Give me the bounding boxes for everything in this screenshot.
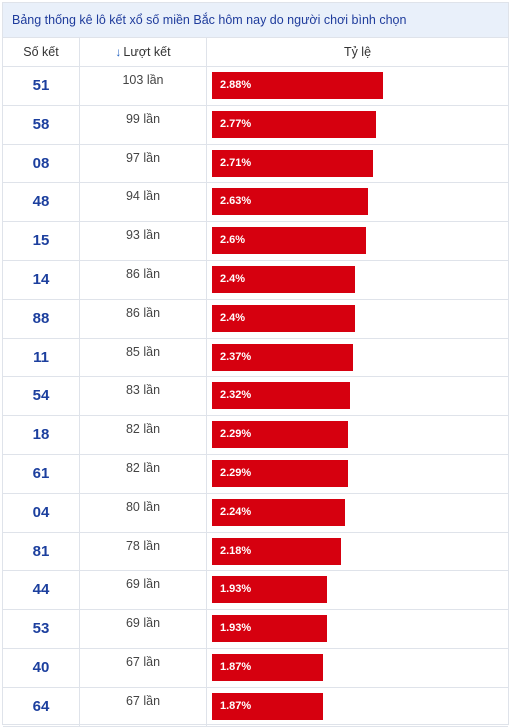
- lottery-number: 81: [32, 542, 50, 560]
- vote-count: 69 lần: [79, 571, 206, 610]
- table-row: 81 78 lần 2.18%: [3, 532, 508, 572]
- table-row: 15 93 lần 2.6%: [3, 222, 508, 261]
- vote-count: 97 lần: [79, 144, 206, 183]
- rate-cell: 2.88%: [206, 67, 508, 105]
- rate-bar: 2.77%: [212, 110, 377, 138]
- lottery-number: 11: [33, 348, 49, 366]
- rate-bar: 2.37%: [212, 343, 353, 371]
- rate-cell: 2.71%: [206, 144, 508, 183]
- vote-count: 67 lần: [79, 687, 206, 726]
- rate-cell: 2.63%: [206, 183, 508, 222]
- table-row: 04 80 lần 2.24%: [3, 493, 508, 533]
- lottery-number: 14: [32, 271, 50, 288]
- table-row: 88 86 lần 2.4%: [3, 299, 508, 339]
- lottery-number: 40: [32, 659, 50, 676]
- vote-count: 93 lần: [79, 222, 206, 261]
- rate-bar: 2.18%: [212, 537, 342, 565]
- rate-cell: 1.87%: [206, 687, 508, 726]
- vote-count: 83 lần: [79, 377, 206, 416]
- table-row: 53 69 lần 1.93%: [3, 610, 508, 649]
- rate-cell: 2.32%: [206, 377, 508, 416]
- rate-bar: 2.4%: [212, 304, 355, 332]
- vote-count: 69 lần: [79, 610, 206, 649]
- table-row: 48 94 lần 2.63%: [3, 183, 508, 223]
- table-row: 11 85 lần 2.37%: [3, 338, 508, 378]
- vote-count: 67 lần: [79, 649, 206, 687]
- lottery-number: 88: [32, 309, 50, 327]
- lottery-number: 61: [32, 465, 50, 482]
- lottery-number: 44: [32, 581, 50, 599]
- lottery-number: 64: [32, 697, 50, 715]
- lottery-number: 04: [32, 503, 50, 521]
- rate-bar: 2.24%: [212, 498, 345, 526]
- rate-cell: 2.77%: [206, 105, 508, 144]
- rate-bar: 2.6%: [212, 227, 367, 255]
- rate-cell: 2.6%: [206, 222, 508, 261]
- vote-count: 94 lần: [79, 183, 206, 222]
- rate-bar: 2.29%: [212, 460, 348, 487]
- arrow-down-icon: ↓: [115, 45, 122, 59]
- table-row: 18 82 lần 2.29%: [3, 416, 508, 455]
- rate-cell: 2.37%: [206, 338, 508, 377]
- table-row: 61 82 lần 2.29%: [3, 455, 508, 494]
- rate-cell: 2.24%: [206, 493, 508, 532]
- lottery-number: 15: [32, 232, 50, 250]
- vote-count: 103 lần: [79, 67, 206, 105]
- lottery-number: 54: [32, 387, 50, 405]
- vote-count: 85 lần: [79, 338, 206, 377]
- rate-bar: 2.71%: [212, 149, 373, 177]
- table-caption: Bảng thống kê lô kết xổ số miền Bắc hôm …: [3, 3, 508, 37]
- rate-bar: 2.63%: [212, 188, 369, 216]
- table-row: 51 103 lần 2.88%: [3, 67, 508, 106]
- lottery-number: 58: [32, 115, 50, 133]
- table-row: 58 99 lần 2.77%: [3, 105, 508, 145]
- rate-cell: 2.29%: [206, 455, 508, 493]
- rate-cell: 2.29%: [206, 416, 508, 455]
- header-rate[interactable]: Tỷ lệ: [206, 38, 508, 67]
- rate-bar: 1.87%: [212, 654, 324, 681]
- table-row: 08 97 lần 2.71%: [3, 144, 508, 184]
- rate-bar: 2.4%: [212, 266, 355, 293]
- table-row: 44 69 lần 1.93%: [3, 571, 508, 611]
- header-count-label: Lượt kết: [123, 45, 171, 59]
- lottery-number: 18: [32, 426, 50, 444]
- header-count[interactable]: ↓ Lượt kết: [79, 38, 206, 67]
- rate-cell: 2.18%: [206, 532, 508, 571]
- rate-bar: 2.29%: [212, 421, 348, 449]
- rate-bar: 1.87%: [212, 692, 324, 720]
- header-number[interactable]: Số kết: [23, 45, 59, 59]
- table-row: 64 67 lần 1.87%: [3, 687, 508, 727]
- rate-bar: 2.32%: [212, 382, 350, 410]
- vote-count: 80 lần: [79, 493, 206, 532]
- vote-count: 82 lần: [79, 416, 206, 455]
- table-row: 14 86 lần 2.4%: [3, 261, 508, 300]
- lottery-number: 53: [32, 620, 50, 638]
- table-row: 40 67 lần 1.87%: [3, 649, 508, 688]
- table-header: Số kết ↓ Lượt kết Tỷ lệ: [3, 37, 508, 67]
- rate-bar: 2.88%: [212, 72, 383, 99]
- vote-count: 86 lần: [79, 299, 206, 338]
- vote-count: 78 lần: [79, 532, 206, 571]
- rate-cell: 1.93%: [206, 610, 508, 649]
- vote-count: 86 lần: [79, 261, 206, 299]
- rate-cell: 2.4%: [206, 261, 508, 299]
- lottery-number: 51: [32, 77, 50, 94]
- rate-bar: 1.93%: [212, 615, 327, 643]
- lottery-number: 48: [32, 193, 50, 211]
- rate-bar: 1.93%: [212, 576, 327, 604]
- rate-cell: 1.87%: [206, 649, 508, 687]
- lottery-number: 08: [32, 154, 50, 172]
- rate-cell: 1.93%: [206, 571, 508, 610]
- table-row: 54 83 lần 2.32%: [3, 377, 508, 417]
- vote-count: 99 lần: [79, 105, 206, 144]
- rate-cell: 2.4%: [206, 299, 508, 338]
- vote-count: 82 lần: [79, 455, 206, 493]
